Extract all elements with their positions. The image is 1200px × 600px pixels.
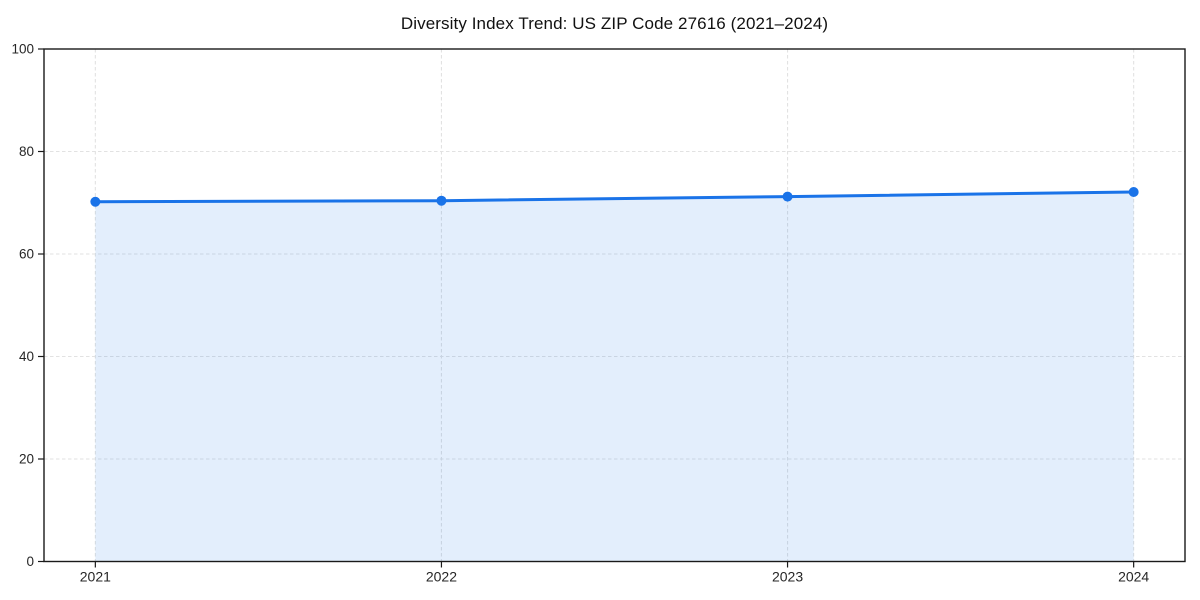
data-point-2024 [1128, 186, 1139, 197]
area-fill [95, 191, 1134, 562]
y-tick-label-100: 100 [11, 42, 34, 57]
data-point-2022 [436, 195, 447, 206]
y-tick-label-0: 0 [26, 554, 34, 569]
data-point-2021 [90, 196, 101, 207]
y-tick-label-40: 40 [19, 349, 34, 364]
x-tick-label-2021: 2021 [80, 569, 111, 585]
y-tick-label-80: 80 [19, 144, 34, 159]
data-point-2023 [782, 191, 793, 202]
x-tick-label-2022: 2022 [426, 569, 457, 585]
chart-title: Diversity Index Trend: US ZIP Code 27616… [400, 14, 829, 33]
axis-frame [43, 48, 1186, 563]
x-tick-label-2023: 2023 [772, 569, 803, 585]
y-tick-label-60: 60 [19, 247, 34, 262]
x-tick-label-2024: 2024 [1118, 569, 1149, 585]
y-tick-label-20: 20 [19, 452, 34, 467]
trend-line [93, 190, 1136, 204]
